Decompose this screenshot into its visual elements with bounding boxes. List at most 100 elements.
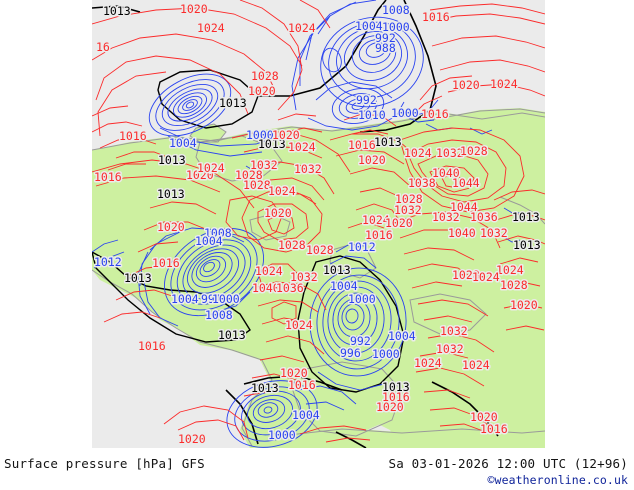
contour-label: 1020 [248, 84, 276, 98]
contour-label-halo: 1016 [480, 422, 508, 436]
contour-label: 1000 [391, 106, 419, 120]
contour-label: 1032 [250, 158, 278, 172]
contour-label-halo: 1020 [248, 84, 276, 98]
contour-label-halo: 1020 [385, 216, 413, 230]
contour-label: 1028 [500, 278, 528, 292]
contour-label: 992 [375, 31, 396, 45]
contour-label: 1000 [268, 428, 296, 442]
contour-label-halo: 1024 [472, 270, 500, 284]
contour-label: 1020 [385, 216, 413, 230]
contour-label: 1028 [243, 178, 271, 192]
contour-label-halo: 1004 [195, 234, 223, 248]
contour-label-halo: 1020 [272, 128, 300, 142]
contour-label-halo: 1013 [251, 381, 279, 395]
contour-label: 1024 [288, 21, 316, 35]
contour-label-halo: 1044 [450, 200, 478, 214]
contour-label-halo: 1032 [480, 226, 508, 240]
contour-label-halo: 1028 [500, 278, 528, 292]
contour-label: 1024 [496, 263, 524, 277]
isobars-low [92, 0, 523, 448]
contour-label-halo: 1044 [452, 176, 480, 190]
surface-pressure-map[interactable]: 1013 1013 1020 1020 1016 1016 1008 1008 1024 1024… [0, 0, 634, 448]
contour-label: 1024 [404, 146, 432, 160]
contour-label-halo: 992 [356, 93, 377, 107]
contour-label: 1032 [436, 342, 464, 356]
contour-label-halo: 1016 [94, 170, 122, 184]
contour-label: 1028 [460, 144, 488, 158]
contour-label: 1032 [290, 270, 318, 284]
left-margin [0, 0, 92, 448]
contour-label: 1032 [436, 146, 464, 160]
contour-label-halo: 1028 [243, 178, 271, 192]
contour-label-halo: 1016 [365, 228, 393, 242]
contour-label-halo: 1008 [382, 3, 410, 17]
contour-label: 1016 [421, 107, 449, 121]
contour-label: 1016 [119, 129, 147, 143]
contour-label: 1013 [512, 210, 540, 224]
contour-label-halo: 1028 [251, 69, 279, 83]
contour-label: 1016 [480, 422, 508, 436]
contour-label: 1016 [365, 228, 393, 242]
contour-label: 1016 [152, 256, 180, 270]
contour-label: 1024 [462, 358, 490, 372]
contour-label: 1020 [470, 410, 498, 424]
contour-label-halo: 1008 [205, 308, 233, 322]
contour-label-halo: 1032 [290, 270, 318, 284]
contour-label-halo: 1004 [292, 408, 320, 422]
contour-label-halo: 1032 [432, 210, 460, 224]
contour-label-halo: 1013 [382, 380, 410, 394]
contour-label-halo: 1028 [278, 238, 306, 252]
contour-label: 1020 [264, 206, 292, 220]
contour-label-halo: 1024 [268, 184, 296, 198]
contour-label-halo: 991 [201, 292, 222, 306]
contour-label-halo: 1024 [255, 264, 283, 278]
contour-label: 1028 [452, 268, 480, 282]
contour-label-halo: 1004 [388, 329, 416, 343]
contour-label-halo: 1013 [157, 187, 185, 201]
contour-label: 1020 [272, 128, 300, 142]
contour-label: 1004 [195, 234, 223, 248]
contour-label-halo: 1024 [285, 318, 313, 332]
contour-label-halo: 1020 [180, 2, 208, 16]
contour-label: 1032 [432, 210, 460, 224]
contour-label-halo: 1028 [395, 192, 423, 206]
contour-label: 1024 [490, 77, 518, 91]
contour-label: 1012 [348, 240, 376, 254]
contour-label: 1024 [197, 161, 225, 175]
contour-label: 1012 [94, 255, 122, 269]
contour-label-halo: 1024 [404, 146, 432, 160]
contour-label: 1013 [323, 263, 351, 277]
product-title: Surface pressure [hPa] GFS [4, 456, 205, 471]
contour-label: 1020 [280, 366, 308, 380]
contour-label: 1024 [197, 21, 225, 35]
contour-label-halo: 16 [96, 40, 110, 54]
copyright-notice[interactable]: ©weatheronline.co.uk [487, 473, 628, 487]
map-content [92, 0, 545, 448]
contour-label-halo: 1040 [448, 226, 476, 240]
right-margin [545, 0, 634, 448]
contour-label-halo: 1004 [169, 136, 197, 150]
contour-label-halo: 1000 [212, 292, 240, 306]
contour-label: 1032 [440, 324, 468, 338]
contour-label-halo: 1020 [264, 206, 292, 220]
contour-label-halo: 1024 [414, 356, 442, 370]
contour-label-halo: 1038 [408, 176, 436, 190]
contour-label: 1013 [251, 381, 279, 395]
contour-label-halo: 1032 [250, 158, 278, 172]
contour-label: 1013 [513, 238, 541, 252]
contour-label: 1036 [276, 281, 304, 295]
contour-label-halo: 1016 [421, 107, 449, 121]
contour-label: 1044 [450, 200, 478, 214]
contour-label: 1016 [138, 339, 166, 353]
contour-label: 1008 [382, 3, 410, 17]
contour-label: 1013 [218, 328, 246, 342]
contour-label: 1020 [180, 2, 208, 16]
contour-label-halo: 1024 [462, 358, 490, 372]
contour-label-halo: 1020 [358, 153, 386, 167]
contour-label: 1013 [157, 187, 185, 201]
contour-label: 1024 [472, 270, 500, 284]
contour-label: 1000 [246, 128, 274, 142]
contour-label-halo: 1013 [323, 263, 351, 277]
contour-label: 1020 [510, 298, 538, 312]
